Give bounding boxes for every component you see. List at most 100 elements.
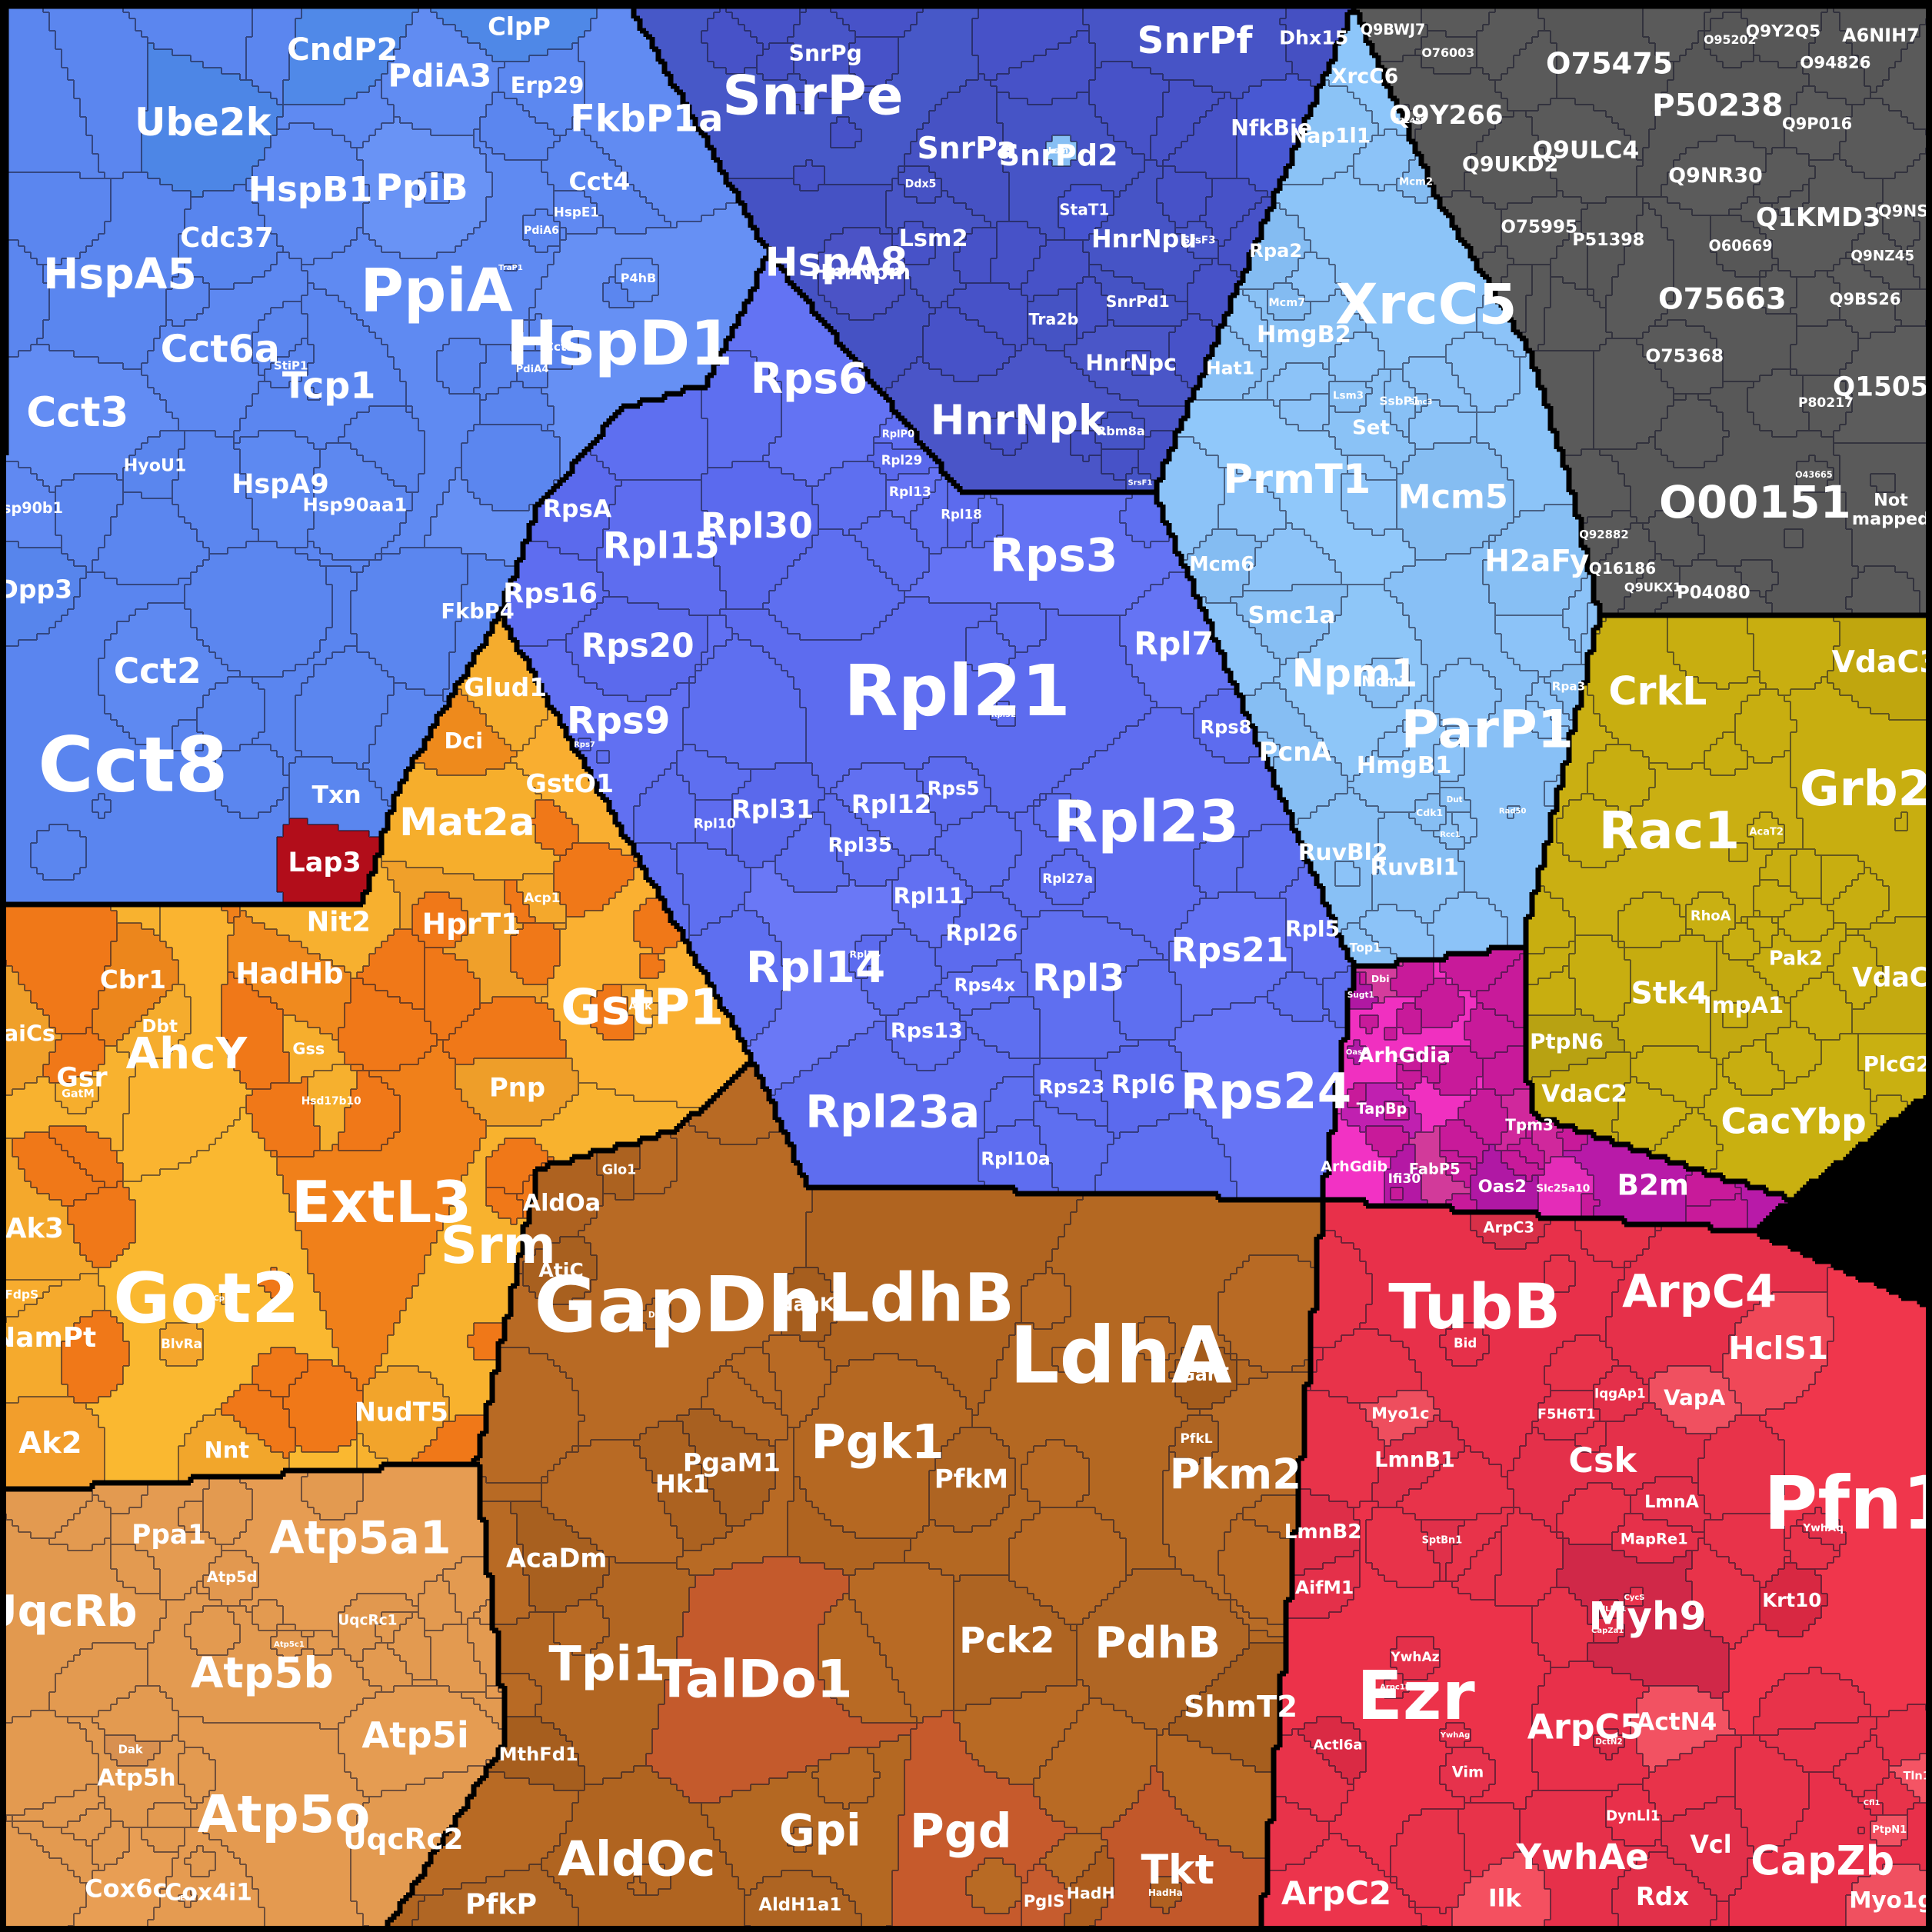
cell-unlabeled [1151,80,1224,166]
cell-unlabeled [1218,197,1274,277]
cell-unlabeled [1360,972,1366,984]
label-rpa3: Rpa3 [1552,679,1585,693]
label-srsf1: SrsF1 [1128,479,1152,488]
label-rps8: Rps8 [1201,716,1252,738]
label-mcm5: Mcm5 [1398,478,1508,516]
label-ezr: Ezr [1357,1657,1475,1735]
label-vdac1: VdaC1 [1852,962,1932,993]
label-rpl11: Rpl11 [894,883,964,909]
cell-unlabeled [634,763,695,849]
label-hadha: HadHa [1148,1887,1183,1898]
label-pgis: PgIS [1024,1891,1065,1910]
label-rpl21: Rpl21 [844,650,1071,732]
label-rpl29: Rpl29 [881,453,922,468]
label-ldhb: LdhB [828,1261,1014,1337]
cell-unlabeled [1870,18,1932,135]
label-tpi1: Tpi1 [548,1635,665,1691]
label-dpp3: Dpp3 [0,574,72,604]
label-hadh: HadH [1067,1884,1115,1903]
cell-rps20 [566,597,708,701]
label-dbi: Dbi [1371,973,1390,984]
cell-rps6 [726,258,892,486]
label-myo1g: Myo1g [1849,1887,1932,1913]
label-p51398: P51398 [1572,230,1644,250]
label-o43665: O43665 [1795,470,1832,480]
cell-unlabeled [1778,898,1834,941]
cell-h2afy [1483,505,1587,615]
label-arpc2: ArpC2 [1281,1874,1391,1912]
label-cct5: Cct5 [545,340,575,354]
cell-lsm2 [886,166,991,308]
label-hmgb2: HmgB2 [1257,321,1351,348]
cell-smc1a [1231,585,1347,665]
cell-lsm3 [1329,381,1372,412]
cell-unlabeled [1631,1046,1717,1108]
cell-rpl34 [849,935,886,978]
label-rpl15: Rpl15 [603,525,720,567]
cell-rpl11 [892,849,972,948]
cell-unlabeled [1200,178,1267,246]
cell-unlabeled [954,228,997,283]
label-hnrnpc: HnrNpc [1085,351,1177,376]
cell-mcm5 [1397,437,1514,560]
label-tra2b: Tra2b [1028,310,1078,328]
label-pfn1: Pfn1 [1764,1460,1932,1546]
label-cct3: Cct3 [26,388,128,436]
label-q9y266: Q9Y266 [1389,100,1504,131]
cell-hspa8 [726,178,935,394]
cell-unlabeled [1495,615,1581,677]
cell-tcp1 [234,283,412,572]
cell-cct6a [142,252,308,437]
label-rpa2: Rpa2 [1249,240,1302,261]
cell-unlabeled [849,37,898,86]
cell-stk4 [1612,935,1717,1058]
cell-unlabeled [1237,824,1304,898]
label-dbt: Dbt [142,1017,178,1037]
label-krt10: Krt10 [1762,1589,1821,1611]
label-txn: Txn [311,781,361,809]
label-pkm2: Pkm2 [1170,1450,1302,1499]
label-hsp90b1: Hsp90b1 [0,499,63,517]
label-stat1: StaT1 [1059,200,1109,218]
label-snrpg: SnrPg [789,41,862,66]
cell-rps7 [578,738,591,751]
cell-unlabeled [1858,1827,1864,1834]
cell-rpl29 [868,443,941,480]
cell-p51398 [1581,197,1643,308]
label-oas2: Oas2 [1478,1177,1527,1197]
cell-snrpe [634,6,978,185]
cell-unlabeled [351,548,468,695]
label-o75995: O75995 [1501,217,1577,237]
label-oas3: Oas3 [1346,1048,1367,1057]
cell-unlabeled [437,338,486,394]
cell-crkl [1587,615,1766,769]
label-rpl35: Rpl35 [828,834,892,858]
cell-ddx5 [898,166,941,203]
cell-unlabeled [1790,849,1821,898]
cell-unlabeled [1723,923,1760,960]
cell-unlabeled [1544,775,1563,806]
label-arpc3: ArpC3 [1484,1219,1535,1237]
label-snrpe: SnrPe [722,65,903,128]
label-hspe1: HspE1 [554,205,599,220]
cell-ssbp1 [1384,369,1415,437]
label-rplp0: RplP0 [882,428,914,440]
label-atp5d: Atp5d [207,1568,258,1586]
cell-q9ukx1 [1618,554,1680,615]
cell-o43665 [1797,455,1834,492]
label-ywhaz: YwhAz [1390,1650,1439,1665]
label-gss: Gss [292,1040,325,1058]
label-lsm2: Lsm2 [899,225,968,252]
label-q92882: Q92882 [1579,528,1628,541]
cell-unlabeled [31,824,86,880]
cell-unlabeled [701,6,763,74]
cell-unlabeled [1520,265,1551,351]
label-cct6a: Cct6a [161,328,280,371]
cell-hyou1 [123,431,185,498]
label-dci: Dci [445,728,484,754]
label-ak3: Ak3 [5,1213,64,1244]
label-rps20: Rps20 [581,627,695,665]
label-q9ukd2: Q9UKD2 [1462,152,1558,176]
label-snrpd1: SnrPd1 [1106,292,1170,311]
cell-rpl23a [769,1021,1040,1188]
